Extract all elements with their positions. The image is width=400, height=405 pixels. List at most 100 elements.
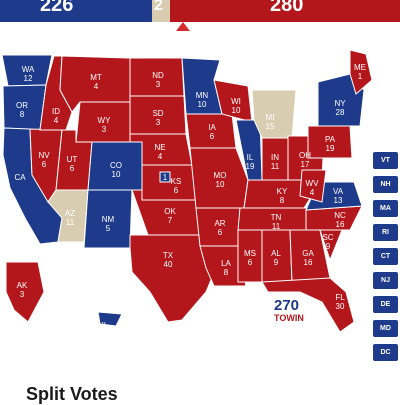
ne-box-nj[interactable]: NJ bbox=[373, 272, 398, 289]
gop-tally: 280 bbox=[170, 0, 400, 22]
state-label-tx: TX bbox=[163, 251, 174, 260]
electoral-tally-bar: 226 2 280 bbox=[0, 0, 400, 22]
state-label-ak: AK bbox=[17, 281, 28, 290]
state-label-hi: HI bbox=[98, 321, 106, 330]
state-ev-mt: 4 bbox=[94, 82, 99, 91]
state-label-ne: NE bbox=[154, 143, 165, 152]
state-ev-ny: 28 bbox=[336, 108, 345, 117]
state-ev-wa: 12 bbox=[24, 74, 33, 83]
state-label-ms: MS bbox=[244, 249, 256, 258]
state-label-pa: PA bbox=[325, 135, 336, 144]
state-wv[interactable] bbox=[299, 169, 327, 203]
state-ev-tn: 11 bbox=[272, 222, 281, 231]
state-ev-nv: 6 bbox=[42, 160, 47, 169]
state-label-la: LA bbox=[221, 259, 231, 268]
state-ev-ok: 7 bbox=[168, 216, 173, 225]
state-ev-co: 10 bbox=[112, 170, 121, 179]
state-ny[interactable] bbox=[317, 73, 365, 127]
state-label-me: ME bbox=[354, 63, 366, 72]
gop-electoral-votes: 280 bbox=[270, 0, 304, 16]
state-ev-oh: 17 bbox=[301, 160, 310, 169]
state-label-wy: WY bbox=[98, 116, 112, 125]
ne-box-de[interactable]: DE bbox=[373, 296, 398, 313]
state-ak[interactable] bbox=[5, 261, 45, 323]
state-label-az: AZ bbox=[65, 209, 75, 218]
state-ev-wi: 10 bbox=[232, 106, 241, 115]
state-label-or: OR bbox=[16, 101, 28, 110]
state-label-sc: SC bbox=[322, 233, 333, 242]
state-ev-al: 9 bbox=[274, 258, 279, 267]
state-hi[interactable] bbox=[97, 311, 123, 327]
state-ev-wv: 4 bbox=[310, 188, 315, 197]
state-ev-ar: 6 bbox=[218, 228, 223, 237]
state-ev-hi: 4 bbox=[100, 330, 105, 339]
state-label-ok: OK bbox=[164, 207, 176, 216]
state-ev-ga: 16 bbox=[304, 258, 313, 267]
state-ev-mi: 15 bbox=[266, 122, 275, 131]
dem-electoral-votes: 226 bbox=[40, 0, 74, 16]
ne-box-md[interactable]: MD bbox=[373, 320, 398, 337]
state-la[interactable] bbox=[199, 245, 247, 287]
page-caption: Split Votes bbox=[26, 384, 118, 404]
state-label-oh: OH bbox=[299, 151, 311, 160]
state-label-in: IN bbox=[271, 153, 279, 162]
state-ev-az: 11 bbox=[66, 218, 75, 227]
district-ne-2-ev: 1 bbox=[163, 173, 168, 182]
state-ev-me: 1 bbox=[358, 72, 363, 81]
state-label-ny: NY bbox=[334, 99, 346, 108]
state-ev-sd: 3 bbox=[156, 118, 161, 127]
ne-box-nh[interactable]: NH bbox=[373, 176, 398, 193]
state-label-nd: ND bbox=[152, 71, 164, 80]
state-label-mo: MO bbox=[214, 171, 227, 180]
state-ev-nd: 3 bbox=[156, 80, 161, 89]
state-ev-la: 8 bbox=[224, 268, 229, 277]
state-ev-ms: 6 bbox=[248, 258, 253, 267]
state-label-al: AL bbox=[271, 249, 281, 258]
state-label-wa: WA bbox=[22, 65, 35, 74]
us-electoral-map: WA12OR8CANV6ID4MT4WY3UT6AZ11CO10NM5ND3SD… bbox=[1, 49, 372, 339]
state-label-ut: UT bbox=[67, 155, 78, 164]
state-ev-ne: 4 bbox=[158, 152, 163, 161]
ne-box-ri[interactable]: RI bbox=[373, 224, 398, 241]
state-label-mt: MT bbox=[90, 73, 102, 82]
state-label-ia: IA bbox=[208, 123, 216, 132]
state-label-nv: NV bbox=[38, 151, 50, 160]
state-ev-ky: 8 bbox=[280, 196, 285, 205]
state-label-sd: SD bbox=[152, 109, 163, 118]
district-ne-2[interactable] bbox=[159, 171, 171, 183]
state-label-mi: MI bbox=[266, 113, 275, 122]
state-label-wv: WV bbox=[306, 179, 320, 188]
ne-box-ct[interactable]: CT bbox=[373, 248, 398, 265]
tossup-tally: 2 bbox=[152, 0, 170, 22]
state-label-nm: NM bbox=[102, 215, 115, 224]
state-ev-va: 13 bbox=[334, 196, 343, 205]
state-label-ky: KY bbox=[277, 187, 288, 196]
ne-box-dc[interactable]: DC bbox=[373, 344, 398, 361]
state-label-va: VA bbox=[333, 187, 344, 196]
state-ev-nc: 16 bbox=[336, 220, 345, 229]
state-ev-nm: 5 bbox=[106, 224, 111, 233]
state-label-ga: GA bbox=[302, 249, 314, 258]
state-ev-tx: 40 bbox=[164, 260, 173, 269]
state-ev-id: 4 bbox=[54, 116, 59, 125]
logo-270: 270 bbox=[274, 297, 300, 314]
state-label-ar: AR bbox=[214, 219, 225, 228]
state-label-fl: FL bbox=[335, 293, 345, 302]
ne-box-vt[interactable]: VT bbox=[373, 152, 398, 169]
270-to-win-logo: 270 TOWIN bbox=[274, 298, 314, 323]
state-label-mn: MN bbox=[196, 91, 209, 100]
state-ev-ia: 6 bbox=[210, 132, 215, 141]
state-fl[interactable] bbox=[261, 277, 355, 333]
tossup-electoral-votes: 2 bbox=[154, 0, 163, 14]
state-label-ks: KS bbox=[171, 177, 182, 186]
state-ev-mo: 10 bbox=[216, 180, 225, 189]
state-ev-or: 8 bbox=[20, 110, 25, 119]
ne-box-ma[interactable]: MA bbox=[373, 200, 398, 217]
state-ev-wy: 3 bbox=[102, 125, 107, 134]
dem-tally: 226 bbox=[0, 0, 152, 22]
state-ev-ak: 3 bbox=[20, 290, 25, 299]
state-ev-ut: 6 bbox=[70, 164, 75, 173]
state-label-nc: NC bbox=[334, 211, 346, 220]
state-label-ca: CA bbox=[14, 173, 26, 182]
state-me[interactable] bbox=[349, 49, 372, 95]
